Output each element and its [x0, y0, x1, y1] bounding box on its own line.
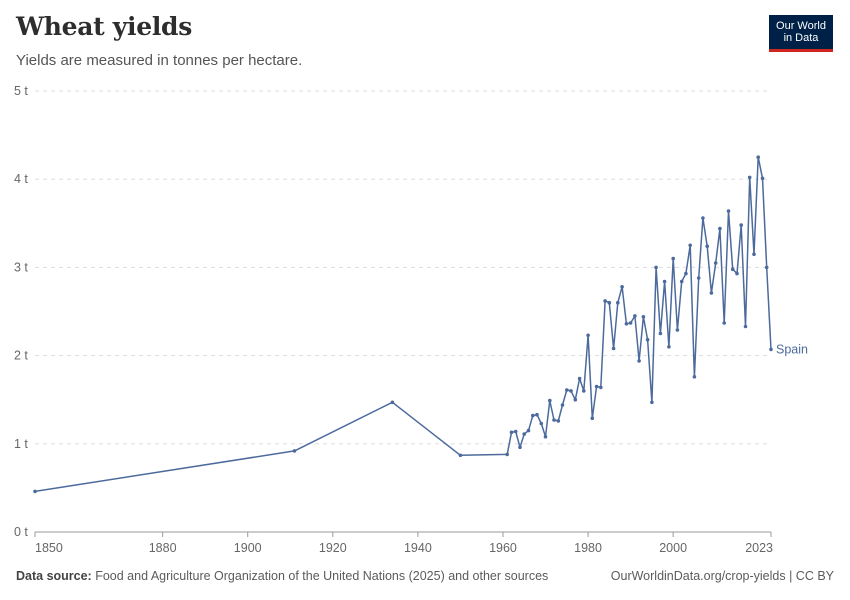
logo-line-1: Our World [776, 20, 826, 32]
data-point [611, 346, 616, 351]
y-tick-label: 5 t [14, 84, 28, 98]
x-tick-label: 1850 [35, 541, 63, 555]
data-point [688, 243, 692, 248]
x-tick-label: 1980 [574, 541, 602, 555]
data-point [390, 400, 395, 405]
data-point [735, 271, 739, 276]
data-point [607, 300, 612, 305]
data-point [739, 223, 743, 227]
data-point [624, 322, 629, 326]
x-tick-label: 2023 [745, 541, 773, 555]
x-tick-label: 1900 [234, 541, 262, 555]
x-tick-label: 1940 [404, 541, 432, 555]
source-url-link[interactable]: OurWorldinData.org/crop-yields | CC BY [610, 569, 834, 583]
x-tick-label: 2000 [659, 541, 687, 555]
data-point [650, 400, 654, 405]
grid-lines [35, 90, 771, 445]
data-point [548, 398, 552, 403]
data-point [535, 412, 539, 417]
data-point [658, 331, 663, 336]
chart-title: Wheat yields [16, 12, 192, 41]
data-point [33, 489, 37, 494]
data-point [760, 176, 765, 181]
data-point [692, 375, 697, 379]
data-point [565, 388, 569, 392]
data-point [458, 453, 463, 458]
data-point [637, 359, 641, 363]
data-point [654, 265, 658, 270]
series-label: Spain [776, 342, 808, 356]
data-point [667, 345, 671, 349]
data-point [679, 279, 684, 284]
data-point [645, 337, 650, 342]
series-line [34, 156, 772, 493]
data-point [569, 389, 573, 393]
data-point [543, 434, 548, 439]
data-point [722, 321, 726, 325]
chart-subtitle: Yields are measured in tonnes per hectar… [16, 52, 303, 69]
data-point [726, 209, 731, 213]
source-note: Data source: Food and Agriculture Organi… [16, 569, 548, 583]
data-point [586, 333, 590, 338]
data-point [505, 452, 510, 457]
data-point [671, 256, 675, 261]
data-point [518, 445, 522, 450]
data-point [509, 430, 514, 435]
y-tick-label: 3 t [14, 260, 28, 274]
data-point [633, 314, 637, 318]
data-point [531, 413, 535, 418]
data-point [594, 384, 599, 389]
owid-logo[interactable]: Our World in Data [769, 15, 833, 52]
data-point [769, 347, 773, 352]
data-point [684, 271, 688, 276]
data-point [590, 416, 595, 421]
data-point [705, 244, 709, 248]
data-point [513, 429, 518, 434]
data-point [764, 265, 769, 270]
y-tick-label: 4 t [14, 172, 28, 186]
data-point [628, 321, 633, 325]
y-tick-label: 1 t [14, 437, 28, 451]
data-point [616, 300, 620, 305]
data-point [522, 432, 526, 436]
data-point [713, 261, 718, 265]
x-tick-label: 1960 [489, 541, 517, 555]
data-point [718, 226, 722, 231]
data-point [556, 419, 561, 423]
data-point [539, 421, 544, 426]
x-tick-label: 1880 [149, 541, 177, 555]
data-point [747, 175, 752, 180]
data-point [620, 285, 624, 289]
data-point [292, 449, 297, 453]
logo-line-2: in Data [783, 32, 819, 44]
data-point [675, 328, 680, 332]
y-axis-labels: 0 t 1 t 2 t 3 t 4 t 5 t [14, 84, 28, 539]
y-tick-label: 2 t [14, 349, 28, 363]
x-axis-labels: 1850 1880 1900 1920 1940 1960 1980 2000 2023 [34, 532, 773, 555]
data-point [603, 299, 607, 303]
data-point [662, 279, 667, 284]
source-text: Food and Agriculture Organization of the… [95, 569, 549, 583]
line-chart: 0 t1 t2 t3 t4 t5 t 1850 1880 1900 1920 1940 1… [14, 84, 808, 555]
data-point [752, 252, 756, 256]
data-point [756, 155, 760, 159]
data-point [730, 267, 735, 271]
data-point [577, 376, 582, 381]
footer: Data source: Food and Agriculture Organi… [16, 569, 834, 583]
data-point [582, 389, 586, 393]
data-point [599, 385, 603, 390]
data-point [743, 324, 748, 329]
data-point [573, 397, 578, 402]
series-layer: Spain [33, 155, 808, 494]
data-point [696, 276, 701, 280]
data-point [701, 216, 705, 220]
data-point [641, 315, 646, 319]
data-point [526, 428, 531, 433]
data-point [560, 403, 565, 407]
x-tick-label: 1920 [319, 541, 347, 555]
data-point [552, 418, 556, 422]
source-label: Data source: [16, 569, 92, 583]
data-point [709, 291, 714, 295]
y-tick-label: 0 t [14, 525, 28, 539]
